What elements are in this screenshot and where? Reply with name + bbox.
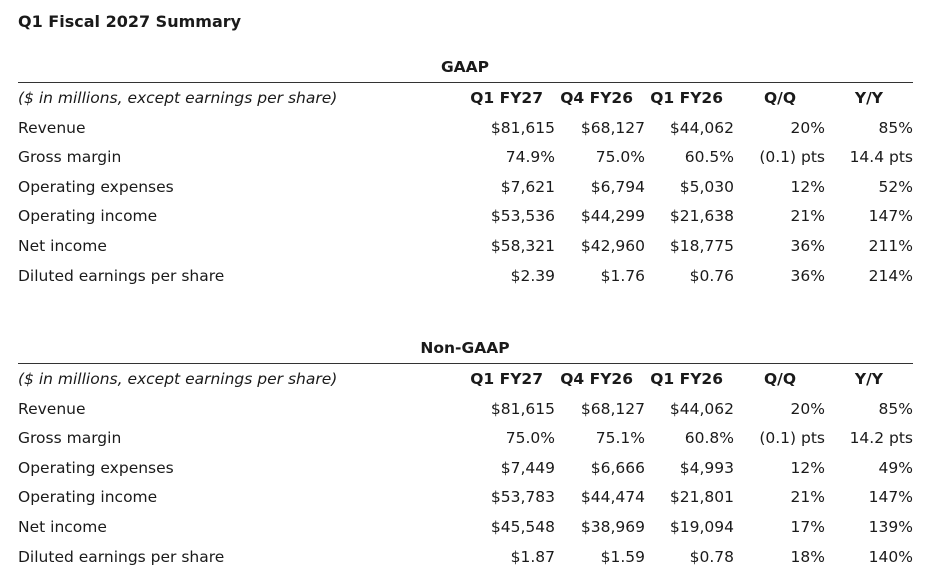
row-label: Operating expenses — [18, 458, 174, 477]
rule — [18, 82, 913, 83]
header-cell: Q1 FY26 — [650, 89, 723, 107]
cell: 36% — [790, 266, 825, 285]
cell: $0.78 — [689, 547, 734, 566]
row-label: Diluted earnings per share — [18, 547, 225, 566]
cell: (0.1) pts — [759, 429, 825, 448]
cell: 140% — [868, 547, 913, 566]
row-label: Operating income — [18, 488, 158, 507]
row-label: Diluted earnings per share — [18, 266, 225, 285]
cell: 60.8% — [684, 429, 734, 448]
cell: 147% — [868, 207, 913, 226]
page-title: Q1 Fiscal 2027 Summary — [18, 12, 242, 31]
cell: 85% — [878, 399, 913, 418]
cell: 20% — [790, 118, 825, 137]
header-cell: Q4 FY26 — [560, 370, 633, 388]
header-cell: ($ in millions, except earnings per shar… — [18, 370, 338, 388]
cell: 214% — [868, 266, 913, 285]
header-cell: Q1 FY27 — [470, 370, 543, 388]
cell: $7,449 — [500, 458, 555, 477]
header-cell: ($ in millions, except earnings per shar… — [18, 89, 338, 107]
cell: (0.1) pts — [759, 148, 825, 167]
cell: $44,474 — [580, 488, 645, 507]
cell: $42,960 — [580, 237, 645, 255]
header-cell: Q/Q — [763, 370, 796, 388]
cell: 85% — [878, 118, 913, 137]
cell: $6,794 — [590, 177, 645, 196]
cell: $58,321 — [490, 237, 555, 255]
header-cell: Y/Y — [854, 370, 883, 388]
cell: $1.59 — [600, 547, 645, 566]
cell: $45,548 — [490, 518, 555, 536]
cell: 14.4 pts — [849, 148, 913, 167]
row-label: Gross margin — [18, 429, 122, 448]
row-label: Net income — [18, 518, 107, 536]
row-label: Revenue — [18, 118, 86, 137]
header-cell: Q1 FY27 — [470, 89, 543, 107]
cell: 74.9% — [505, 148, 555, 167]
cell: 17% — [790, 518, 825, 536]
row-label: Revenue — [18, 399, 86, 418]
cell: $0.76 — [689, 266, 734, 285]
cell: 12% — [790, 177, 825, 196]
cell: 18% — [790, 547, 825, 566]
cell: 49% — [878, 458, 913, 477]
row-label: Operating expenses — [18, 177, 174, 196]
cell: 52% — [878, 177, 913, 196]
cell: 20% — [790, 399, 825, 418]
cell: $68,127 — [580, 399, 645, 418]
cell: 60.5% — [684, 148, 734, 167]
cell: $21,638 — [669, 207, 734, 226]
cell: 75.1% — [595, 429, 645, 448]
cell: 21% — [790, 488, 825, 507]
cell: 147% — [868, 488, 913, 507]
cell: $7,621 — [500, 177, 555, 196]
cell: $5,030 — [679, 177, 734, 196]
cell: $21,801 — [669, 488, 734, 507]
cell: $81,615 — [490, 399, 555, 418]
cell: $44,062 — [669, 399, 734, 418]
cell: $6,666 — [590, 458, 645, 477]
row-label: Operating income — [18, 207, 158, 226]
cell: $68,127 — [580, 118, 645, 137]
cell: $53,783 — [490, 488, 555, 507]
cell: 75.0% — [595, 148, 645, 167]
cell: $2.39 — [510, 266, 555, 285]
cell: $53,536 — [490, 207, 555, 226]
cell: $1.76 — [600, 266, 645, 285]
cell: 14.2 pts — [849, 429, 913, 448]
cell: $1.87 — [510, 547, 555, 566]
section-title: Non-GAAP — [420, 339, 510, 357]
row-label: Net income — [18, 237, 107, 255]
cell: $19,094 — [669, 518, 734, 536]
cell: $18,775 — [669, 237, 734, 255]
section-title: GAAP — [440, 58, 490, 76]
cell: $81,615 — [490, 118, 555, 137]
row-label: Gross margin — [18, 148, 122, 167]
cell: $44,299 — [580, 207, 645, 226]
cell: 75.0% — [505, 429, 555, 448]
header-cell: Q/Q — [763, 89, 796, 107]
cell: 36% — [790, 237, 825, 255]
cell: 21% — [790, 207, 825, 226]
cell: 12% — [790, 458, 825, 477]
cell: $44,062 — [669, 118, 734, 137]
cell: 211% — [868, 237, 913, 255]
cell: 139% — [868, 518, 913, 536]
rule — [18, 363, 913, 364]
header-cell: Y/Y — [854, 89, 883, 107]
header-cell: Q1 FY26 — [650, 370, 723, 388]
cell: $38,969 — [580, 518, 645, 536]
header-cell: Q4 FY26 — [560, 89, 633, 107]
cell: $4,993 — [679, 458, 734, 477]
